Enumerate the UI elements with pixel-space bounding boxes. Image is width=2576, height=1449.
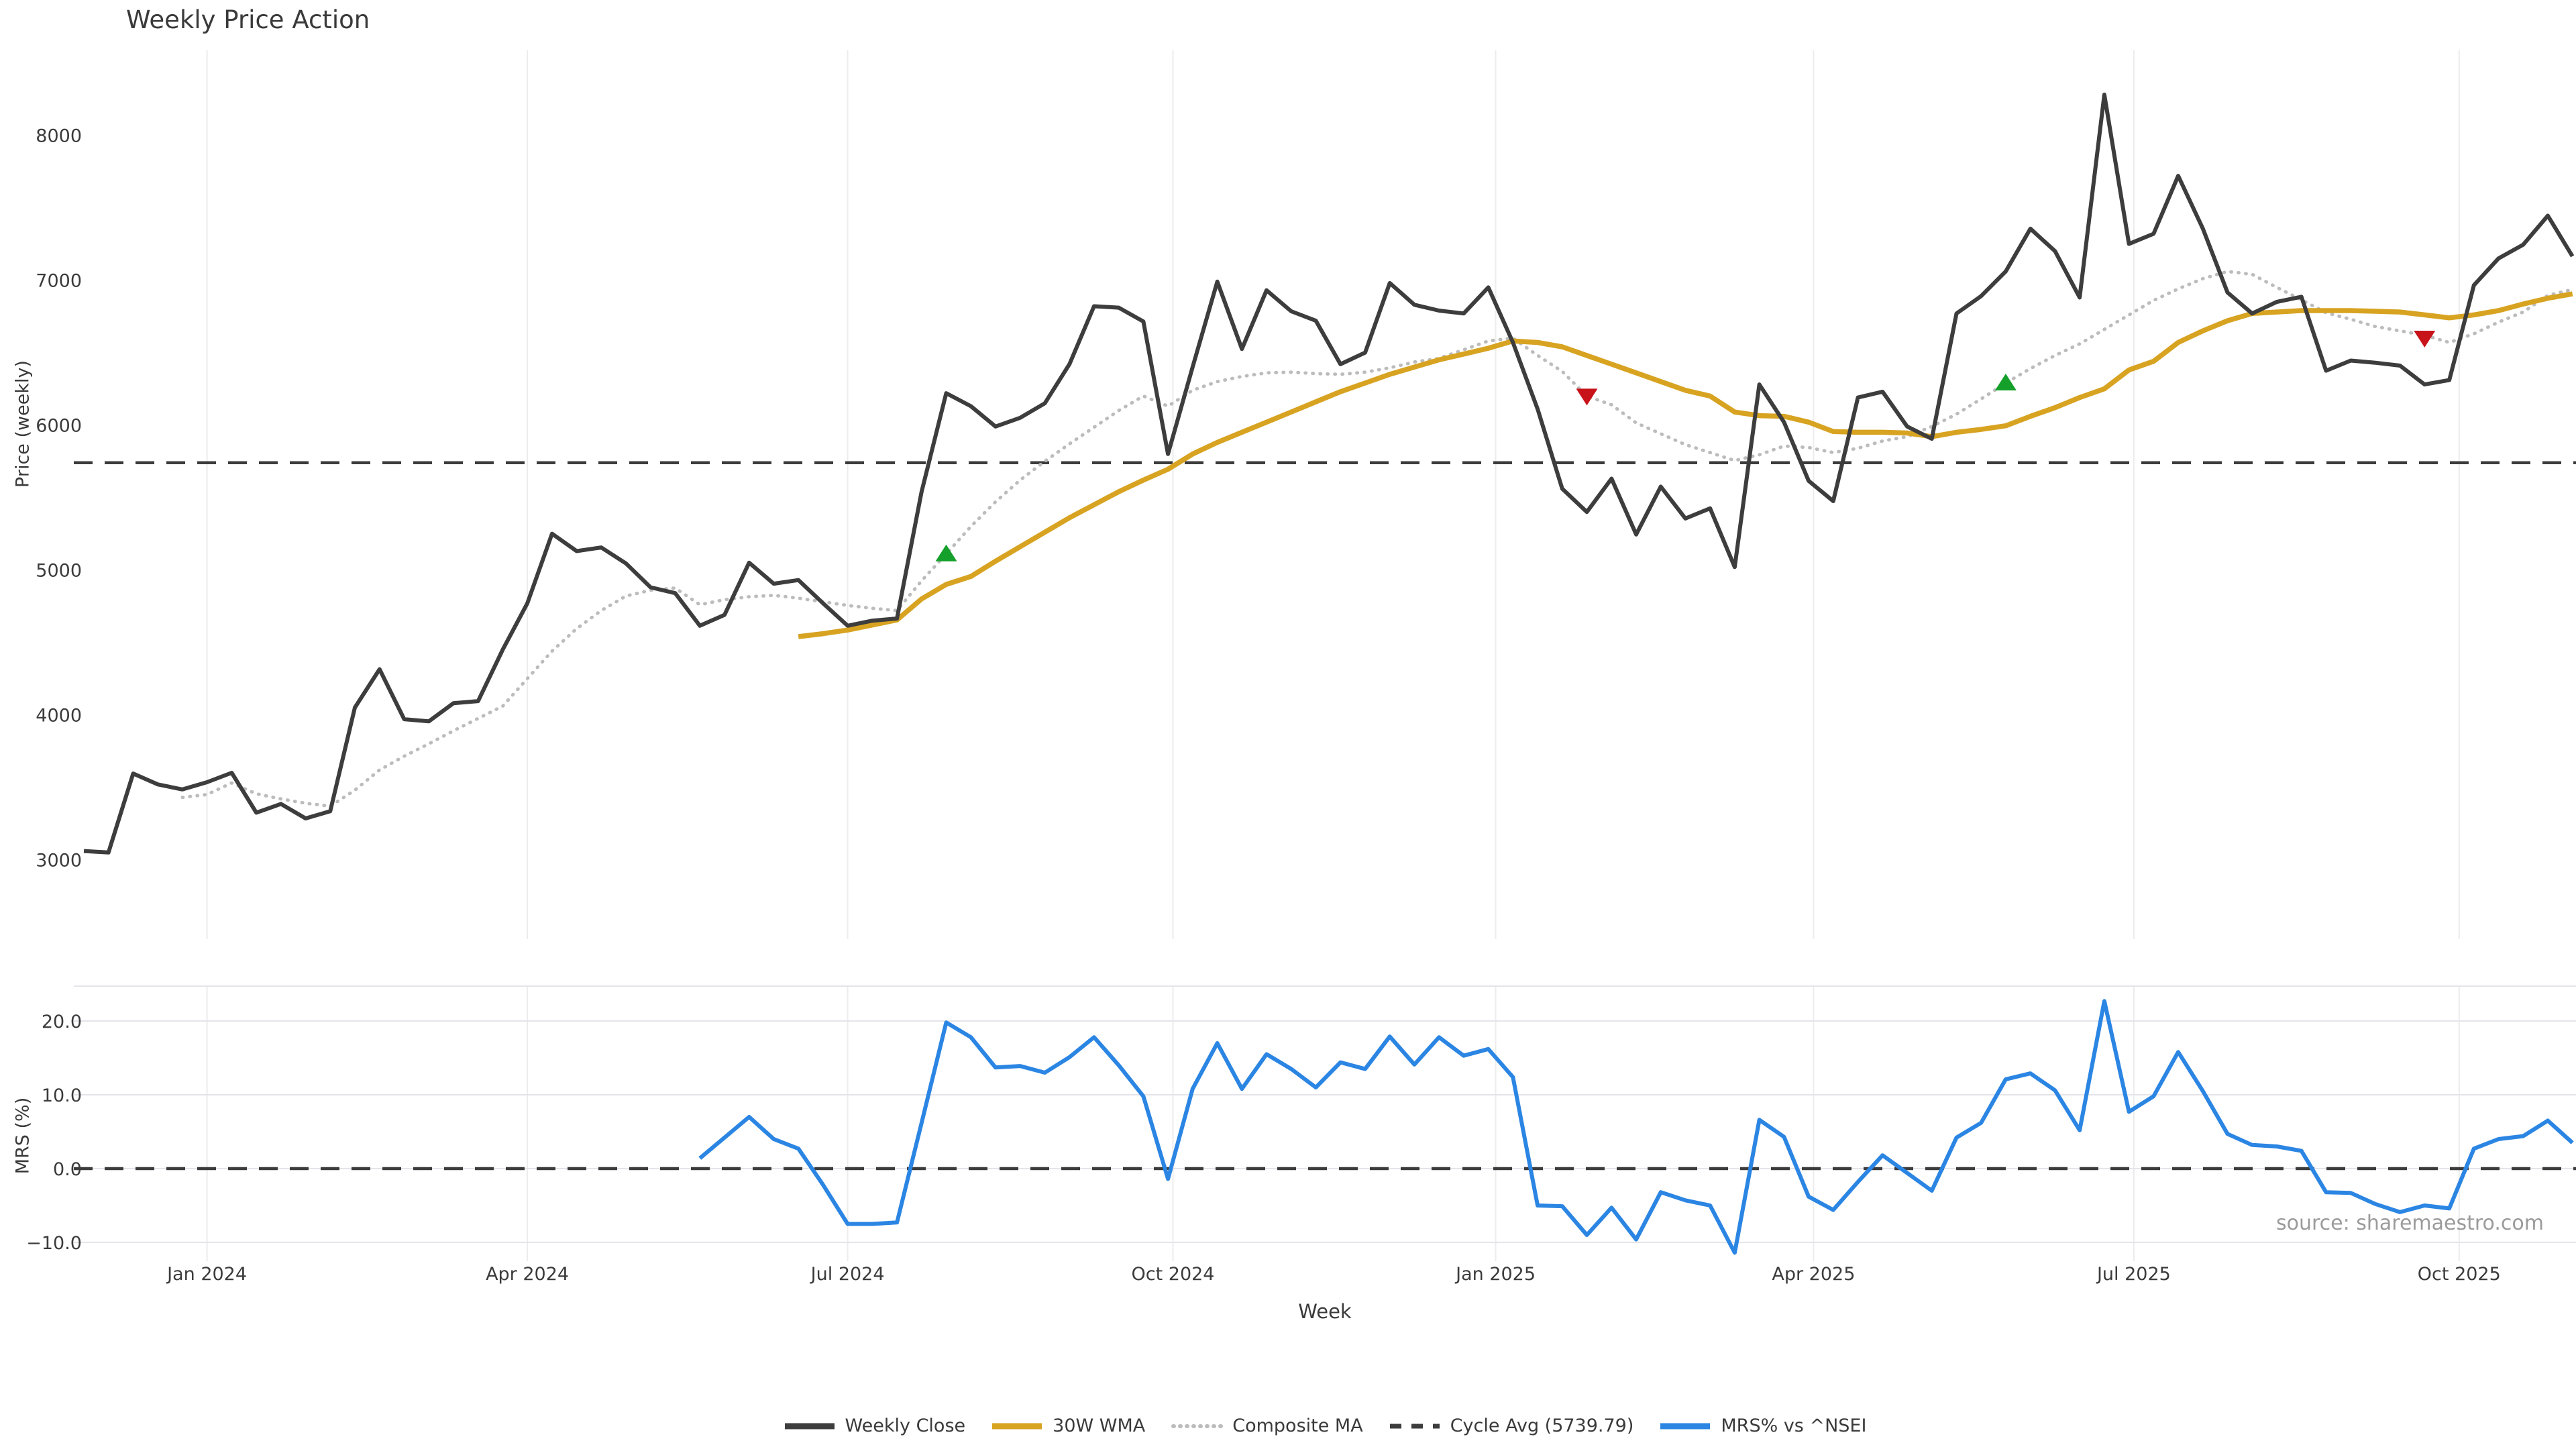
legend-item-30w-wma: 30W WMA — [991, 1415, 1145, 1436]
x-tick-label: Oct 2024 — [1132, 1264, 1215, 1285]
price-tick-label: 7000 — [36, 271, 82, 292]
mrs-swatch-icon — [1660, 1423, 1711, 1429]
price-tick-label: 3000 — [36, 851, 82, 871]
composite-ma-swatch-icon — [1171, 1424, 1224, 1428]
buy-signal-triangle-icon — [1994, 374, 2017, 390]
x-tick-label: Jan 2025 — [1454, 1264, 1536, 1285]
x-tick-label: Oct 2025 — [2418, 1264, 2501, 1285]
weekly-close-line — [83, 93, 2575, 855]
legend-item-cycle-avg: Cycle Avg (5739.79) — [1389, 1415, 1634, 1436]
source-attribution: source: sharemaestro.com — [2276, 1212, 2544, 1235]
legend-item-weekly-close: Weekly Close — [784, 1415, 966, 1436]
weekly-close-swatch-icon — [784, 1423, 835, 1429]
sell-signal-triangle-icon — [2414, 331, 2436, 347]
x-axis-label: Week — [1298, 1300, 1352, 1323]
price-tick-label: 8000 — [36, 126, 82, 147]
legend-label: MRS% vs ^NSEI — [1721, 1415, 1867, 1436]
chart-layer: Jan 2024 Apr 2024 Jul 2024 Oct 2024 Jan 2025… — [26, 50, 2576, 1285]
x-tick-label: Jul 2024 — [810, 1264, 885, 1285]
sell-signal-triangle-icon — [1576, 388, 1598, 406]
buy-signal-triangle-icon — [935, 544, 957, 561]
legend-label: Composite MA — [1232, 1415, 1363, 1436]
price-tick-label: 5000 — [36, 561, 82, 582]
x-tick-label: Jan 2024 — [166, 1264, 247, 1285]
wma-line — [798, 291, 2573, 639]
mrs-axis-label: MRS (%) — [12, 1097, 34, 1175]
x-tick-label: Jul 2025 — [2096, 1264, 2171, 1285]
legend-label: Cycle Avg (5739.79) — [1450, 1415, 1634, 1436]
mrs-line — [698, 999, 2574, 1255]
mrs-tick-label: 10.0 — [42, 1085, 82, 1106]
wma-swatch-icon — [992, 1423, 1042, 1429]
x-tick-label: Apr 2024 — [486, 1264, 569, 1285]
price-axis-label: Price (weekly) — [12, 360, 34, 488]
cycle-avg-swatch-icon — [1389, 1424, 1440, 1428]
legend-item-mrs: MRS% vs ^NSEI — [1659, 1415, 1866, 1436]
price-tick-label: 6000 — [36, 416, 82, 437]
legend-label: 30W WMA — [1053, 1415, 1146, 1436]
chart-title: Weekly Price Action — [126, 5, 370, 34]
price-tick-label: 4000 — [36, 706, 82, 727]
legend-item-composite-ma: Composite MA — [1171, 1415, 1363, 1436]
legend-label: Weekly Close — [845, 1415, 966, 1436]
composite-ma-line — [180, 270, 2575, 808]
legend: Weekly Close 30W WMA Composite MA Cycle … — [74, 1415, 2576, 1436]
x-tick-label: Apr 2025 — [1772, 1264, 1855, 1285]
mrs-tick-label: −10.0 — [26, 1233, 82, 1254]
mrs-tick-label: 20.0 — [42, 1012, 82, 1032]
